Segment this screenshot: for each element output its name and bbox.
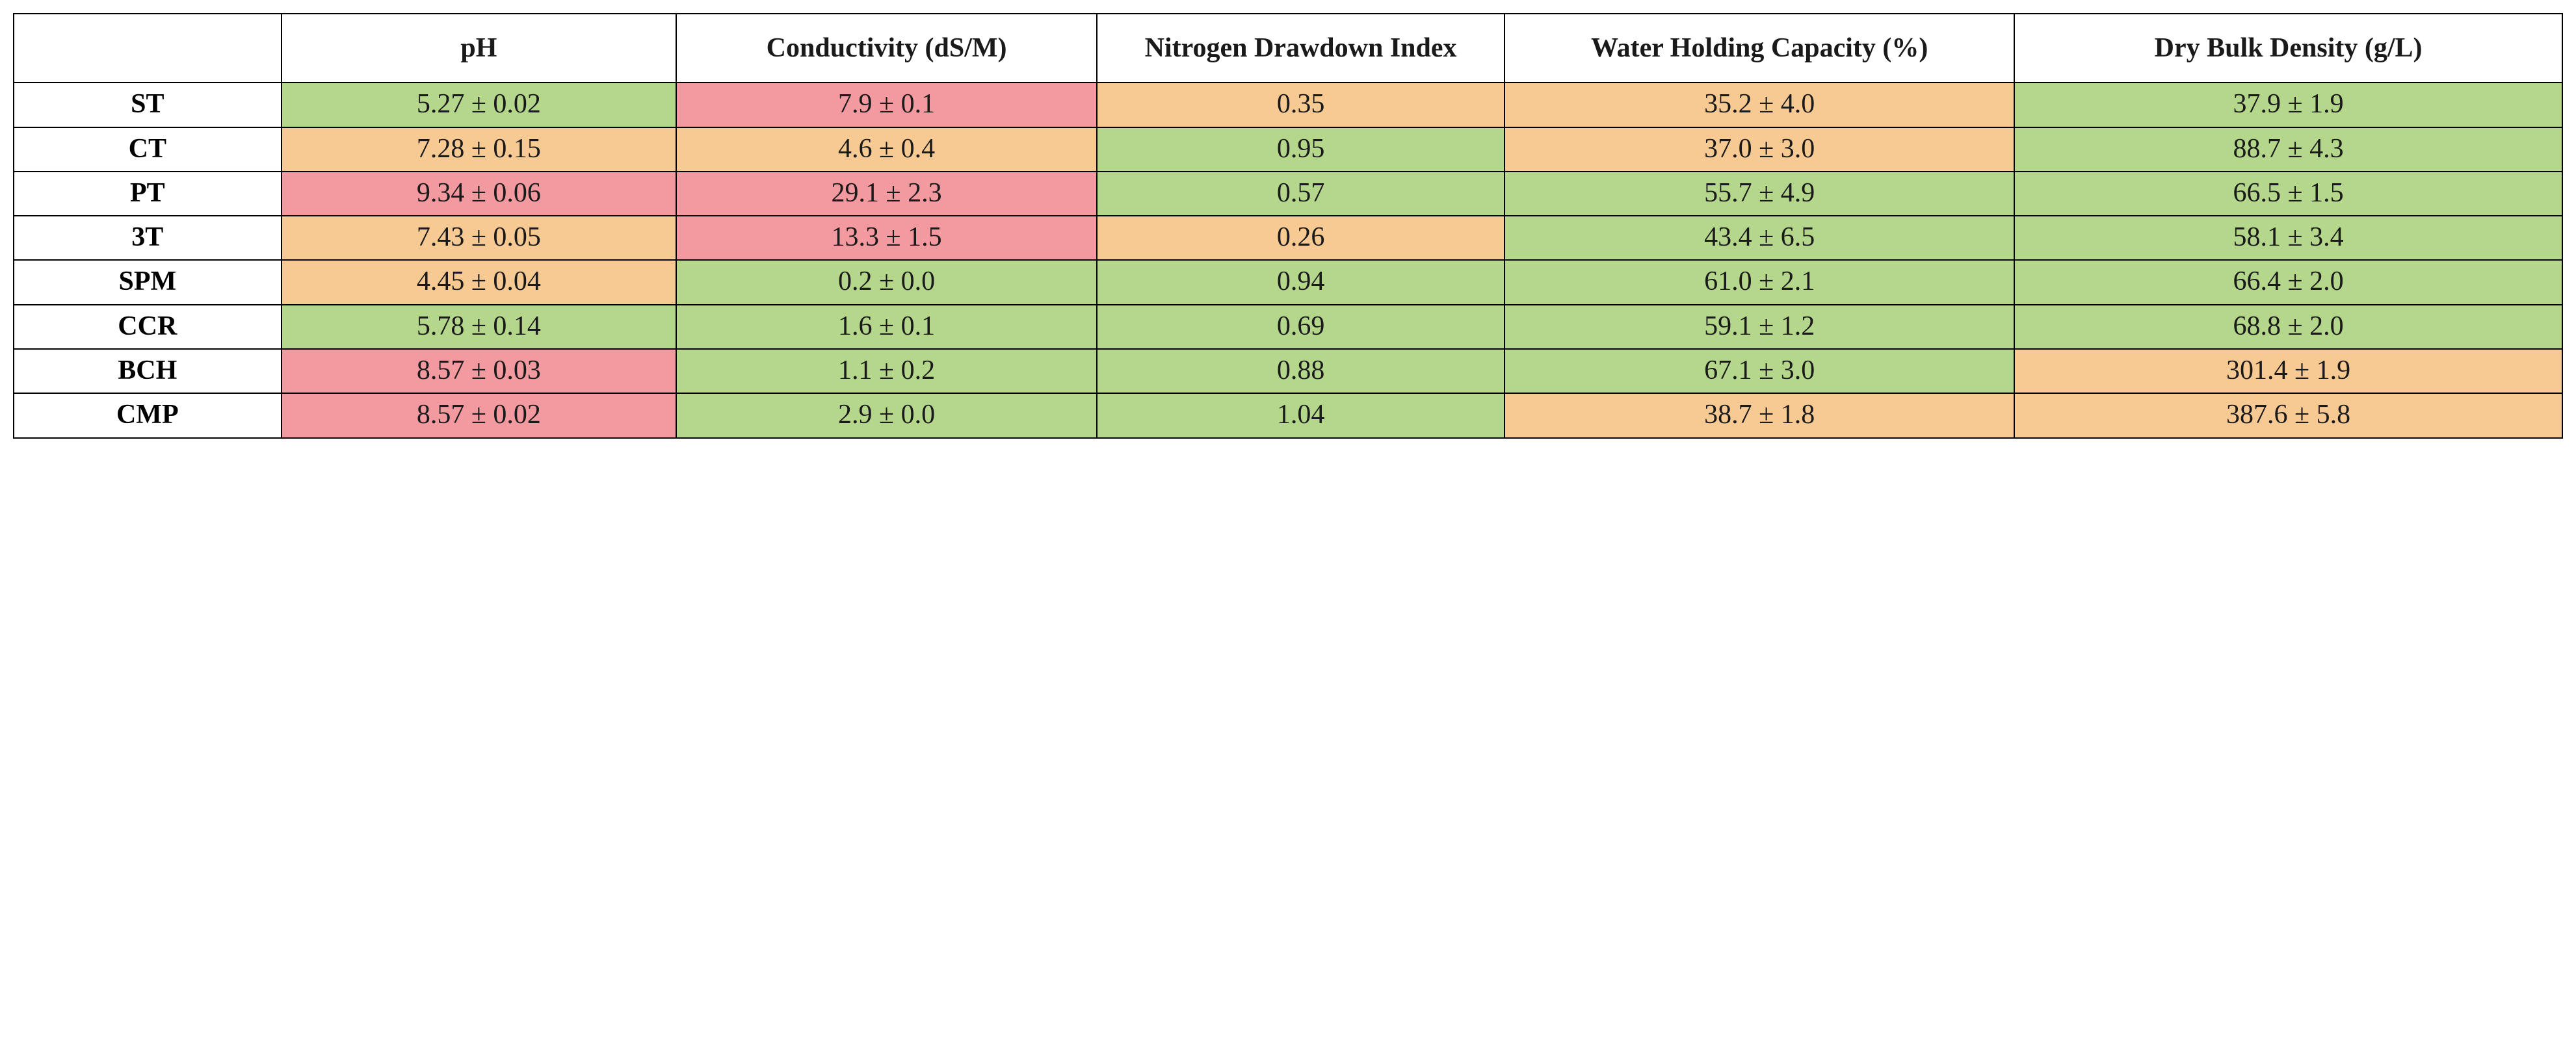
table-cell: 38.7 ± 1.8: [1505, 393, 2014, 437]
table-cell: 0.26: [1097, 216, 1505, 260]
table-cell: 7.28 ± 0.15: [282, 127, 677, 172]
table-cell: 0.57: [1097, 172, 1505, 216]
table-cell: 387.6 ± 5.8: [2014, 393, 2562, 437]
table-cell: 1.6 ± 0.1: [676, 305, 1097, 349]
row-label: CCR: [14, 305, 282, 349]
row-label: ST: [14, 83, 282, 127]
row-label: SPM: [14, 260, 282, 304]
header-conductivity: Conductivity (dS/M): [676, 14, 1097, 83]
table-cell: 0.69: [1097, 305, 1505, 349]
table-cell: 0.94: [1097, 260, 1505, 304]
table-cell: 9.34 ± 0.06: [282, 172, 677, 216]
header-whc: Water Holding Capacity (%): [1505, 14, 2014, 83]
table-cell: 4.6 ± 0.4: [676, 127, 1097, 172]
table-row: PT9.34 ± 0.0629.1 ± 2.30.5755.7 ± 4.966.…: [14, 172, 2562, 216]
table-cell: 43.4 ± 6.5: [1505, 216, 2014, 260]
header-ph: pH: [282, 14, 677, 83]
soil-properties-table: pH Conductivity (dS/M) Nitrogen Drawdown…: [13, 13, 2563, 439]
table-cell: 0.88: [1097, 349, 1505, 393]
table-cell: 66.4 ± 2.0: [2014, 260, 2562, 304]
table-row: BCH8.57 ± 0.031.1 ± 0.20.8867.1 ± 3.0301…: [14, 349, 2562, 393]
table-cell: 59.1 ± 1.2: [1505, 305, 2014, 349]
row-label: BCH: [14, 349, 282, 393]
table-cell: 37.0 ± 3.0: [1505, 127, 2014, 172]
table-cell: 29.1 ± 2.3: [676, 172, 1097, 216]
table-cell: 4.45 ± 0.04: [282, 260, 677, 304]
table-cell: 301.4 ± 1.9: [2014, 349, 2562, 393]
table-header-row: pH Conductivity (dS/M) Nitrogen Drawdown…: [14, 14, 2562, 83]
table-row: 3T7.43 ± 0.0513.3 ± 1.50.2643.4 ± 6.558.…: [14, 216, 2562, 260]
table-cell: 7.9 ± 0.1: [676, 83, 1097, 127]
table-cell: 0.2 ± 0.0: [676, 260, 1097, 304]
table-row: ST5.27 ± 0.027.9 ± 0.10.3535.2 ± 4.037.9…: [14, 83, 2562, 127]
table-cell: 8.57 ± 0.03: [282, 349, 677, 393]
table-cell: 88.7 ± 4.3: [2014, 127, 2562, 172]
table-cell: 1.1 ± 0.2: [676, 349, 1097, 393]
table-cell: 0.35: [1097, 83, 1505, 127]
header-ndi: Nitrogen Drawdown Index: [1097, 14, 1505, 83]
row-label: CMP: [14, 393, 282, 437]
table-cell: 2.9 ± 0.0: [676, 393, 1097, 437]
table-cell: 35.2 ± 4.0: [1505, 83, 2014, 127]
table-body: ST5.27 ± 0.027.9 ± 0.10.3535.2 ± 4.037.9…: [14, 83, 2562, 437]
row-label: PT: [14, 172, 282, 216]
table-cell: 8.57 ± 0.02: [282, 393, 677, 437]
row-label: CT: [14, 127, 282, 172]
table-row: CT7.28 ± 0.154.6 ± 0.40.9537.0 ± 3.088.7…: [14, 127, 2562, 172]
table-cell: 55.7 ± 4.9: [1505, 172, 2014, 216]
table-cell: 0.95: [1097, 127, 1505, 172]
table-cell: 68.8 ± 2.0: [2014, 305, 2562, 349]
table-cell: 66.5 ± 1.5: [2014, 172, 2562, 216]
row-label: 3T: [14, 216, 282, 260]
table-cell: 61.0 ± 2.1: [1505, 260, 2014, 304]
header-dbd: Dry Bulk Density (g/L): [2014, 14, 2562, 83]
table-cell: 13.3 ± 1.5: [676, 216, 1097, 260]
table-row: CCR5.78 ± 0.141.6 ± 0.10.6959.1 ± 1.268.…: [14, 305, 2562, 349]
table-cell: 5.78 ± 0.14: [282, 305, 677, 349]
table-cell: 5.27 ± 0.02: [282, 83, 677, 127]
table-cell: 67.1 ± 3.0: [1505, 349, 2014, 393]
header-blank: [14, 14, 282, 83]
table-cell: 58.1 ± 3.4: [2014, 216, 2562, 260]
table-cell: 37.9 ± 1.9: [2014, 83, 2562, 127]
table-cell: 7.43 ± 0.05: [282, 216, 677, 260]
table-row: SPM4.45 ± 0.040.2 ± 0.00.9461.0 ± 2.166.…: [14, 260, 2562, 304]
table-row: CMP8.57 ± 0.022.9 ± 0.01.0438.7 ± 1.8387…: [14, 393, 2562, 437]
table-cell: 1.04: [1097, 393, 1505, 437]
